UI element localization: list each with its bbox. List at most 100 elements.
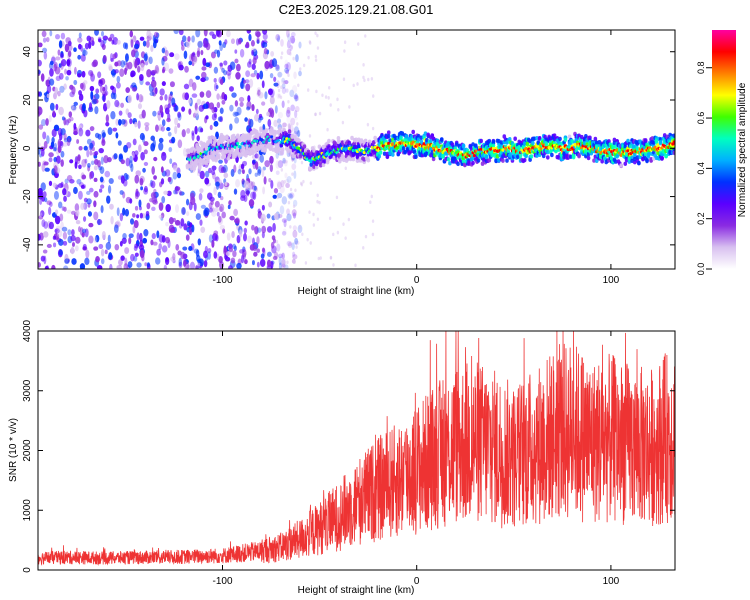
spectrogram-cell xyxy=(293,71,297,80)
spectrogram-cell xyxy=(62,142,68,147)
spectrogram-cell xyxy=(60,159,64,167)
spectrogram-cell xyxy=(119,240,123,247)
spectrogram-cell xyxy=(316,46,320,50)
spectrogram-cell xyxy=(178,257,182,267)
spectrogram-cell xyxy=(286,240,292,247)
spectrogram-cell xyxy=(192,54,198,64)
spectrogram-cell xyxy=(181,106,186,112)
spectrogram-cell xyxy=(314,54,318,59)
spectrogram-cell xyxy=(258,113,263,119)
spectrogram-cell xyxy=(174,186,181,191)
spectrogram-cell xyxy=(174,125,178,135)
spectrogram-cell xyxy=(497,158,501,163)
spectrogram-cell xyxy=(175,204,180,213)
spectrogram-cell xyxy=(125,174,130,180)
spectrogram-cell xyxy=(193,248,199,254)
spectrogram-cell xyxy=(388,138,392,143)
spectrogram-cell xyxy=(309,165,314,171)
spectrogram-cell xyxy=(230,257,236,264)
spectrogram-cell xyxy=(172,253,176,261)
spectrogram-cell xyxy=(528,157,532,162)
spectrogram-cell xyxy=(77,37,83,43)
spectrogram-cell xyxy=(205,90,212,98)
spectrogram-cell xyxy=(254,172,258,177)
spectrogram-cell xyxy=(103,155,109,164)
spectrogram-cell xyxy=(342,77,346,81)
spectrogram-cell xyxy=(635,155,640,160)
spectrogram-cell xyxy=(77,73,82,78)
spectrogram-cell xyxy=(41,196,45,202)
spectrogram-cell xyxy=(81,228,87,234)
spectrogram-cell xyxy=(672,133,675,138)
spectrogram-cell xyxy=(188,245,193,252)
spectrogram-cell xyxy=(431,136,436,142)
spectrogram-cell xyxy=(371,126,375,131)
spectrogram-cell xyxy=(545,149,550,155)
spectrogram-cell xyxy=(386,134,391,139)
spectrogram-cell xyxy=(240,189,246,199)
spectrogram-cell xyxy=(371,140,376,145)
spectrogram-cell xyxy=(78,190,83,200)
spectrogram-cell xyxy=(39,198,43,205)
spectrogram-cell xyxy=(301,232,304,237)
spectrogram-cell xyxy=(357,42,360,46)
spectrogram-ridge-cell xyxy=(626,149,630,153)
spectrogram-cell xyxy=(314,58,318,62)
spectrogram-x-axis: -100 0 100 xyxy=(212,30,620,286)
spectrogram-cell xyxy=(104,90,109,96)
spectrogram-cell xyxy=(290,117,296,126)
spectrogram-cell xyxy=(637,161,641,166)
spectrogram-cell xyxy=(107,127,113,136)
spectrogram-cell xyxy=(277,213,283,219)
spectrogram-cell xyxy=(134,252,139,257)
spectrogram-ridge-cell xyxy=(384,142,388,146)
spectrogram-cell xyxy=(45,118,49,126)
spectrogram-cell xyxy=(256,236,260,245)
spectrogram-cell xyxy=(127,112,132,119)
spectrogram-cell xyxy=(612,140,617,146)
spectrogram-cell xyxy=(88,222,94,228)
spectrogram-cell xyxy=(275,170,280,176)
spectrogram-cell xyxy=(184,65,189,73)
spectrogram-cell xyxy=(632,160,637,165)
spectrogram-cell xyxy=(213,78,217,83)
spectrogram-cell xyxy=(233,245,237,252)
spectrogram-cell xyxy=(76,178,82,185)
spectrogram-cell xyxy=(286,62,291,71)
spectrogram-cell xyxy=(261,225,267,234)
spectrogram-cell xyxy=(55,225,61,231)
spectrogram-cell xyxy=(77,54,82,60)
spectrogram-cell xyxy=(100,40,105,48)
spectrogram-cell xyxy=(294,237,299,245)
spectrogram-cell xyxy=(281,100,285,108)
spectrogram-cell xyxy=(197,165,202,170)
spectrogram-cell xyxy=(400,131,405,136)
spectrogram-cell xyxy=(117,175,122,180)
spectrogram-cell xyxy=(287,200,291,205)
spectrogram-cell xyxy=(89,126,95,132)
spectrogram-cell xyxy=(101,139,106,147)
spectrogram-cell xyxy=(130,163,134,173)
spectrogram-cell xyxy=(113,153,118,160)
spectrogram-cell xyxy=(150,180,156,189)
spectrogram-cell xyxy=(382,151,387,156)
spectrogram-cell xyxy=(81,70,86,78)
spectrogram-cell xyxy=(81,174,87,180)
spectrogram-cell xyxy=(273,119,278,127)
spectrogram-cell xyxy=(321,162,326,168)
spectrogram-cell xyxy=(211,210,217,217)
spectrogram-cell xyxy=(139,74,144,81)
spectrogram-cell xyxy=(67,44,73,51)
spectrogram-cell xyxy=(292,56,295,61)
spectrogram-cell xyxy=(160,178,165,185)
spectrogram-cell xyxy=(211,113,217,121)
spectrogram-cell xyxy=(242,248,247,258)
spectrogram-cell xyxy=(138,94,144,103)
spectrogram-cell xyxy=(672,150,675,156)
spectrogram-cell xyxy=(262,30,268,35)
spectrogram-cell xyxy=(237,168,242,175)
spectrogram-cell xyxy=(214,181,221,187)
spectrogram-cell xyxy=(78,182,84,188)
spectrogram-cell xyxy=(252,244,258,252)
spectrogram-cell xyxy=(283,219,287,228)
